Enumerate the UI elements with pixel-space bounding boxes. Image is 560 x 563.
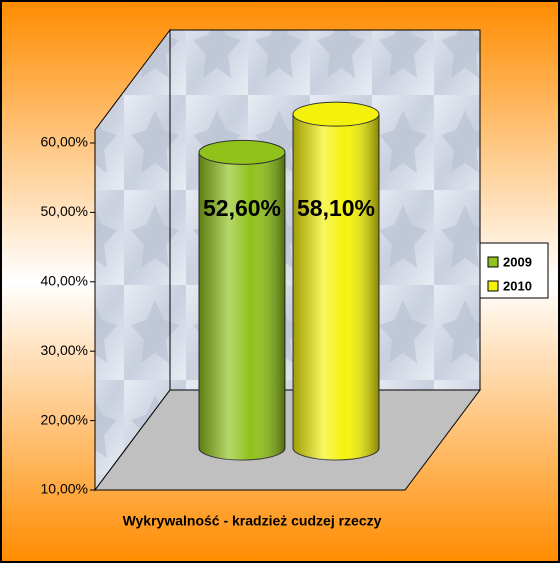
data-label: 58,10% xyxy=(297,195,375,221)
chart: Wykrywalność - kradzież cudzej rzeczy 10… xyxy=(0,0,560,563)
y-tick-label: 30,00% xyxy=(41,342,88,358)
legend-label: 2009 xyxy=(503,254,532,269)
y-tick-label: 40,00% xyxy=(41,273,88,289)
legend-label: 2010 xyxy=(503,278,532,293)
bar-top xyxy=(293,102,379,126)
legend-swatch xyxy=(488,281,498,291)
bar-shade xyxy=(293,114,379,460)
data-label: 52,60% xyxy=(203,195,281,221)
legend-swatch xyxy=(488,257,498,267)
x-category-label: Wykrywalność - kradzież cudzej rzeczy xyxy=(123,513,382,529)
y-tick-label: 50,00% xyxy=(41,203,88,219)
bar xyxy=(199,140,285,460)
y-tick-label: 20,00% xyxy=(41,411,88,427)
bar-top xyxy=(199,140,285,164)
y-tick-label: 10,00% xyxy=(41,481,88,497)
y-tick-label: 60,00% xyxy=(41,134,88,150)
bar xyxy=(293,102,379,460)
